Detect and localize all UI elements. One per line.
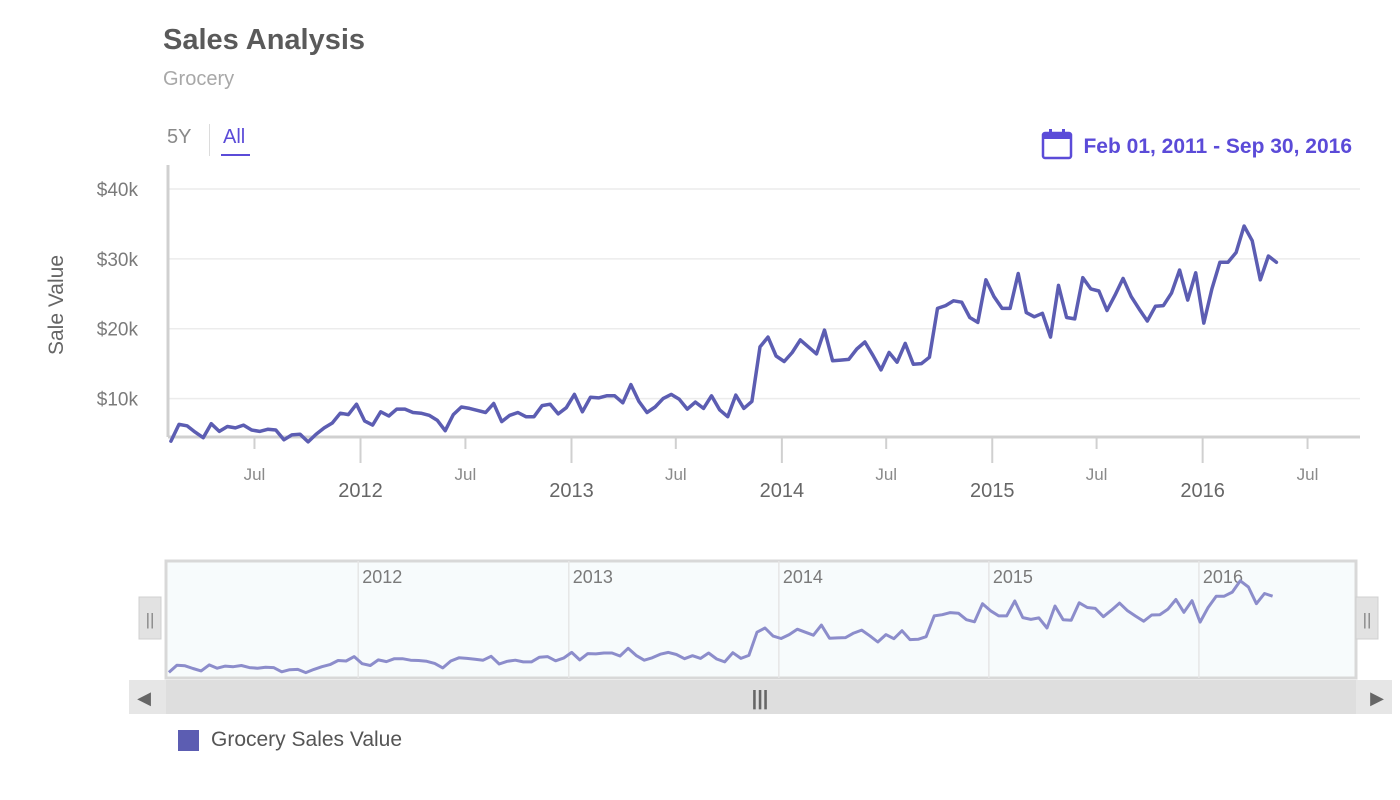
y-tick-label: $20k — [97, 320, 139, 341]
series-line — [169, 224, 1279, 444]
x-minor-tick-label: Jul — [244, 465, 266, 484]
y-tick-label: $30k — [97, 250, 139, 271]
scroll-left-arrow: ◀ — [137, 688, 151, 708]
scrollbar-thumb-grip: ||| — [752, 688, 769, 710]
navigator-year-label: 2016 — [1203, 567, 1243, 587]
navigator-right-handle-glyph: || — [1363, 610, 1372, 629]
y-axis-label: Sale Value — [45, 255, 68, 355]
main-chart[interactable]: $10k $20k $30k $40k Sale Value 2012 2013 2014 20… — [0, 0, 1400, 520]
scroll-right-arrow: ▶ — [1370, 688, 1384, 708]
x-major-tick-label: 2013 — [549, 480, 594, 502]
navigator-series-line — [167, 579, 1274, 675]
x-minor-tick-label: Jul — [875, 465, 897, 484]
x-major-tick-label: 2016 — [1180, 480, 1225, 502]
y-tick-label: $40k — [97, 180, 139, 201]
x-major-tick-label: 2012 — [338, 480, 383, 502]
x-minor-tick-label: Jul — [455, 465, 477, 484]
navigator-year-label: 2014 — [783, 567, 823, 587]
legend-swatch — [178, 729, 199, 751]
date-range-picker[interactable]: Feb 01, 2011 - Sep 30, 2016 — [1041, 128, 1352, 166]
scrollbar-thumb — [166, 680, 1356, 714]
navigator-left-handle-body — [138, 596, 162, 640]
x-minor-tick-label: Jul — [1297, 465, 1319, 484]
x-minor-tick-label: Jul — [665, 465, 687, 484]
navigator-window — [164, 559, 1358, 680]
navigator-left-handle: || — [138, 596, 162, 640]
range-button-5y[interactable]: 5Y — [167, 126, 192, 148]
navigator-year-label: 2012 — [362, 567, 402, 587]
navigator-year-label: 2015 — [993, 567, 1033, 587]
range-active-underline — [221, 154, 250, 156]
scrollbar-track — [129, 680, 1392, 714]
x-minor-tick-label: Jul — [1086, 465, 1108, 484]
legend-item[interactable]: Grocery Sales Value — [178, 728, 402, 752]
range-separator — [209, 124, 210, 156]
y-tick-label: $10k — [97, 390, 139, 411]
chart-subtitle: Grocery — [163, 68, 235, 90]
chart-title: Sales Analysis — [163, 24, 366, 56]
x-major-tick-label: 2014 — [760, 480, 805, 502]
x-major-tick-label: 2015 — [970, 480, 1015, 502]
range-button-all[interactable]: All — [223, 126, 246, 148]
navigator-right-handle-body — [1355, 596, 1379, 640]
legend-label: Grocery Sales Value — [211, 728, 403, 751]
navigator-right-handle: || — [1355, 596, 1379, 640]
navigator-left-handle-glyph: || — [146, 610, 155, 629]
date-range-label: Feb 01, 2011 - Sep 30, 2016 — [1083, 135, 1352, 158]
calendar-icon — [1041, 128, 1073, 166]
navigator-year-label: 2013 — [573, 567, 613, 587]
